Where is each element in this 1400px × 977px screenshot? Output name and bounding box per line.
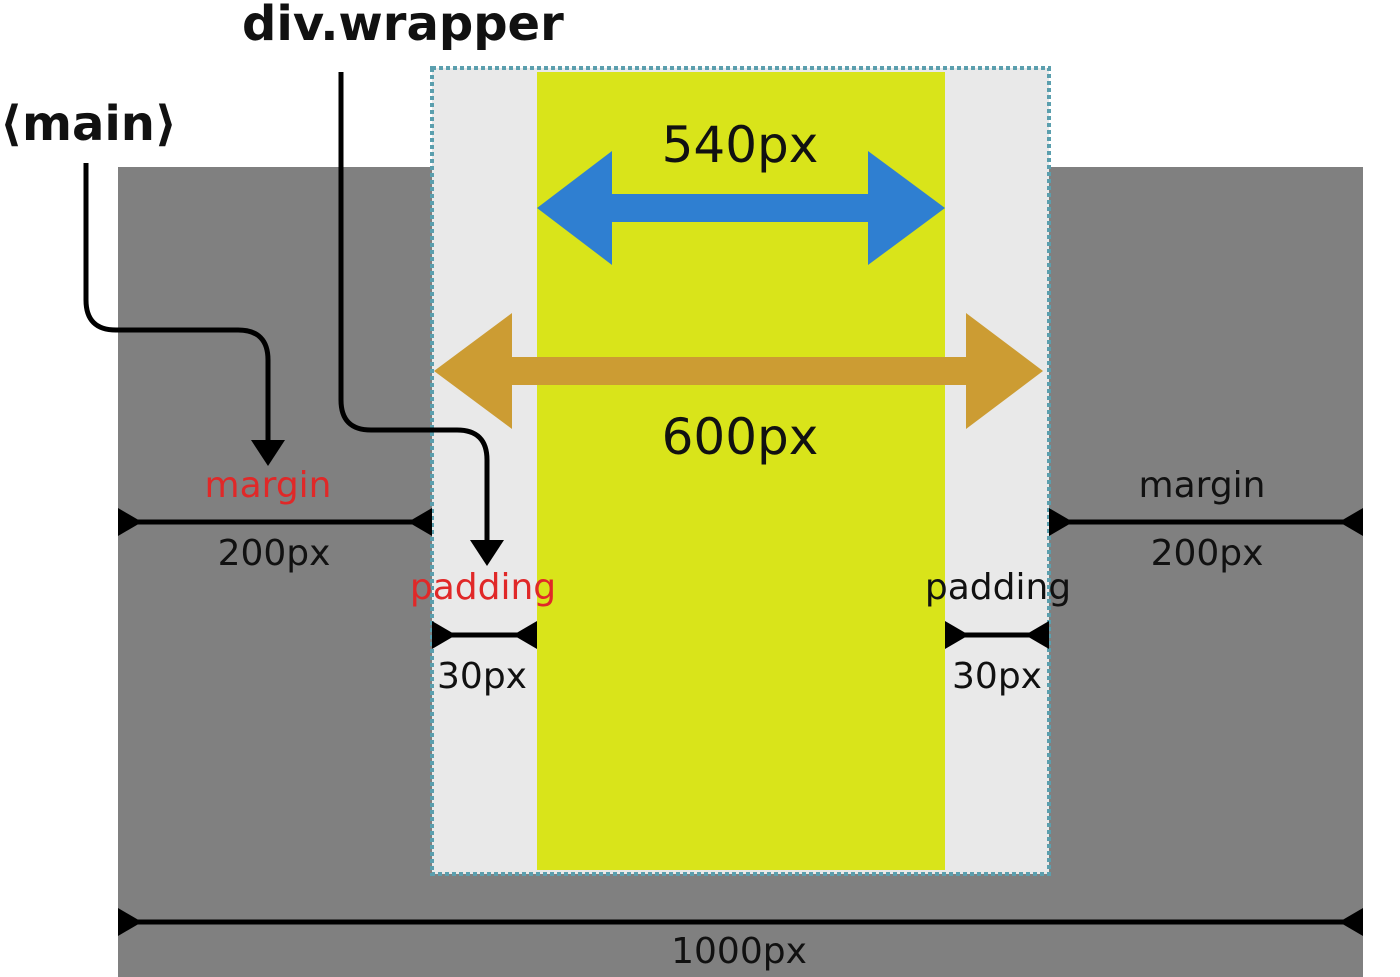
main-width-label: 1000px — [671, 931, 807, 972]
content-width-label: 540px — [661, 116, 819, 174]
main-callout-arrow — [83, 163, 271, 440]
margin-left-dimension — [118, 508, 432, 536]
margin-left-value: 200px — [217, 533, 331, 574]
wrapper-width-label: 600px — [661, 408, 819, 466]
padding-right-label: padding — [924, 567, 1072, 608]
wrapper-tag-label: div.wrapper — [242, 0, 564, 52]
content-width-arrow — [537, 151, 945, 265]
margin-right-label: margin — [1138, 465, 1266, 506]
padding-left-value: 30px — [437, 656, 527, 697]
main-width-dimension — [118, 908, 1363, 936]
wrapper-callout-arrow — [338, 72, 490, 540]
wrapper-width-arrow — [434, 313, 1043, 429]
margin-right-value: 200px — [1150, 533, 1264, 574]
padding-right-dimension — [945, 621, 1049, 649]
padding-left-label: padding — [409, 567, 557, 608]
wrapper-callout-arrowhead — [470, 540, 504, 566]
main-callout-arrowhead — [251, 440, 285, 466]
main-tag-label: ⟨main⟩ — [0, 96, 177, 152]
padding-right-value: 30px — [952, 656, 1042, 697]
margin-right-dimension — [1049, 508, 1363, 536]
wrapper-dashed-border — [430, 66, 1051, 876]
margin-left-label: margin — [204, 465, 332, 506]
padding-left-dimension — [432, 621, 537, 649]
